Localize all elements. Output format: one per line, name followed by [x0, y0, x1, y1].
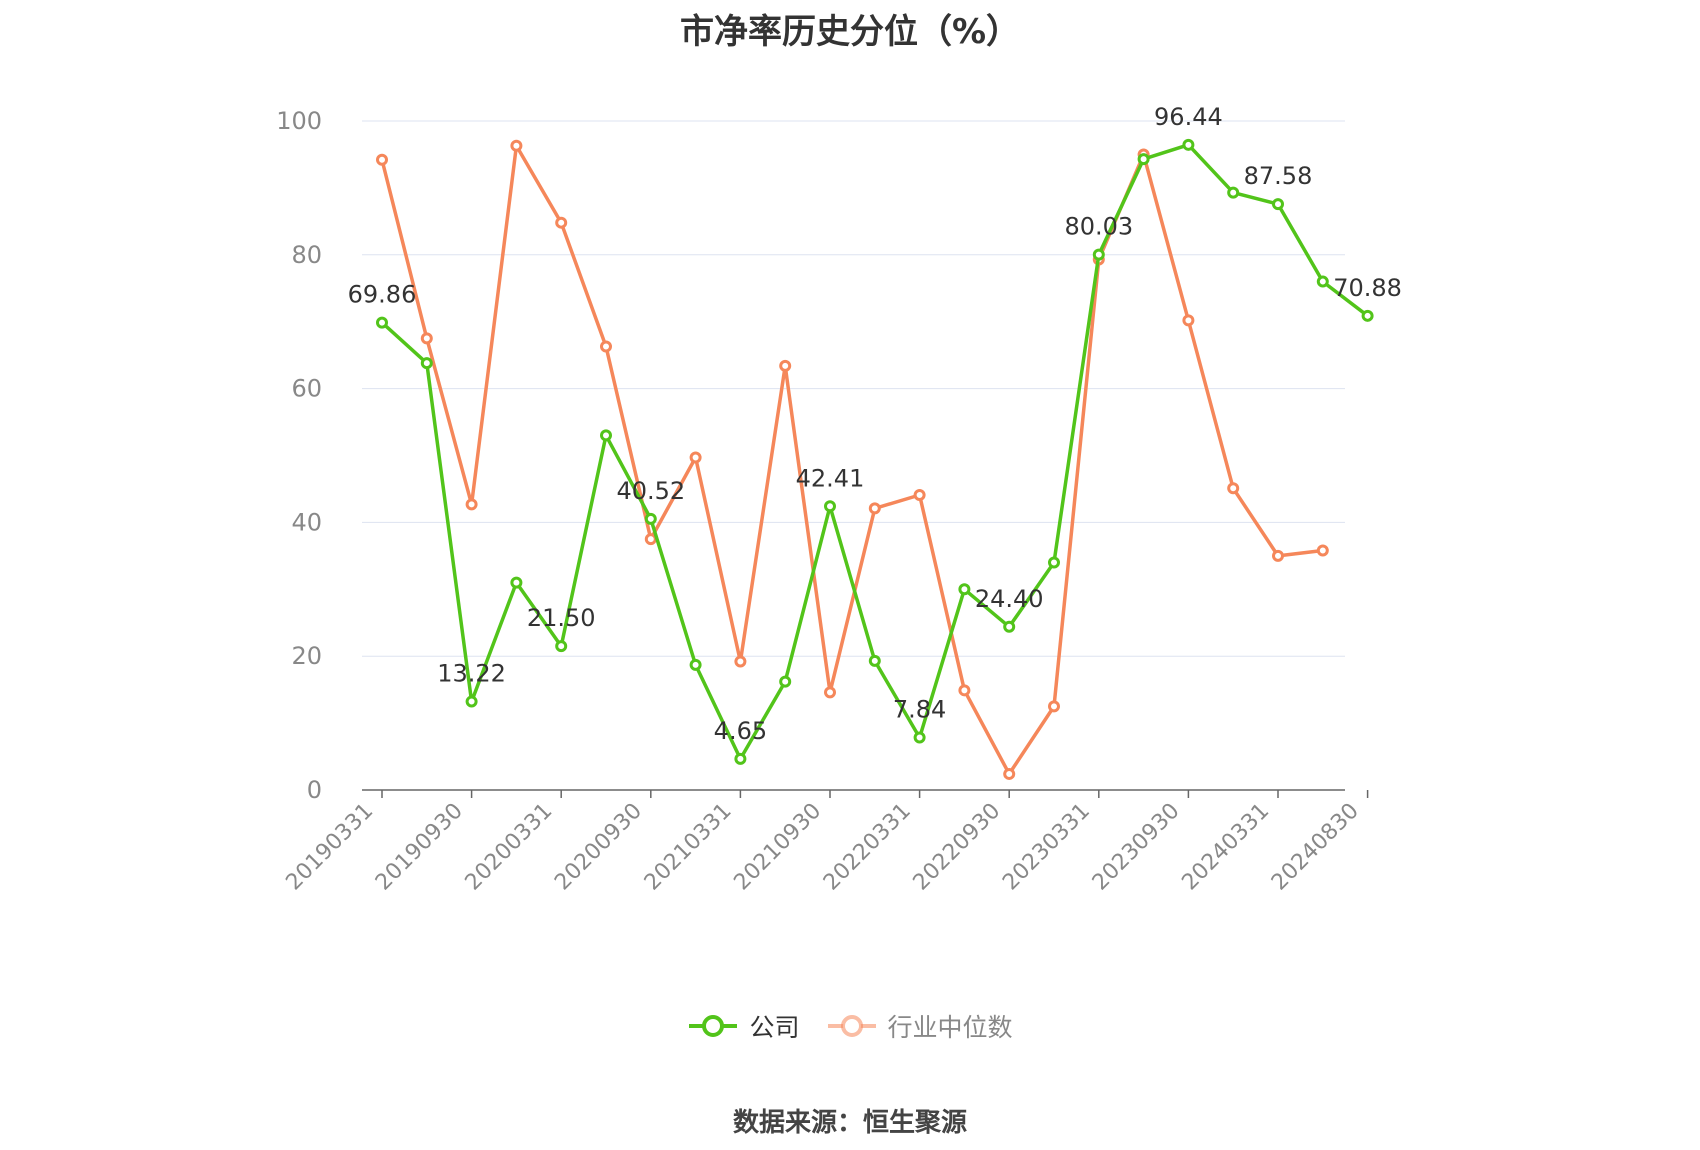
- industry-point: [1182, 314, 1195, 327]
- chart-title: 市净率历史分位（%）: [679, 12, 1021, 52]
- industry-point: [1316, 544, 1329, 557]
- industry-point: [913, 488, 926, 501]
- company-point: [1182, 138, 1195, 151]
- company-data-label: 21.50: [527, 604, 596, 632]
- series-company: [376, 138, 1374, 765]
- legend: 公司 行业中位数: [0, 1008, 1700, 1044]
- company-point: [1361, 309, 1374, 322]
- company-point: [1092, 248, 1105, 261]
- company-data-label: 96.44: [1154, 103, 1223, 131]
- industry-point: [1048, 700, 1060, 713]
- industry-point: [734, 655, 747, 668]
- x-tick-label: 20210930: [729, 799, 826, 896]
- company-data-label: 80.03: [1064, 213, 1133, 241]
- company-point: [824, 500, 836, 513]
- company-point: [1227, 186, 1240, 199]
- series-industry: [376, 139, 1329, 780]
- company-point: [555, 640, 568, 653]
- company-point: [958, 583, 971, 596]
- x-tick-label: 20240830: [1267, 799, 1364, 896]
- industry-point: [420, 332, 433, 345]
- company-point: [1316, 275, 1329, 288]
- industry-point: [555, 216, 568, 229]
- x-tick-label: 20200331: [461, 799, 558, 896]
- x-tick-label: 20240331: [1177, 799, 1274, 896]
- company-point: [734, 752, 747, 765]
- industry-point: [958, 684, 971, 697]
- x-tick-label: 20210331: [640, 799, 737, 896]
- company-point: [510, 576, 523, 589]
- company-point: [689, 658, 702, 671]
- industry-point: [644, 533, 657, 546]
- y-tick-label: 80: [291, 241, 322, 269]
- company-data-label: 24.40: [975, 585, 1044, 613]
- company-data-label: 4.65: [714, 717, 767, 745]
- company-point: [600, 429, 612, 442]
- company-data-label: 69.86: [348, 281, 417, 309]
- company-data-label: 42.41: [796, 464, 865, 492]
- company-point: [376, 316, 388, 329]
- company-point: [779, 675, 792, 688]
- company-point: [644, 512, 657, 525]
- company-data-label: 13.22: [437, 660, 506, 688]
- company-data-label: 40.52: [616, 477, 685, 505]
- legend-industry-marker: [827, 1015, 876, 1037]
- x-tick-label: 20230930: [1088, 799, 1185, 896]
- company-point: [1137, 153, 1150, 166]
- data-label-layer: 69.86 13.22 21.50 40.52 4.65 42.41 7.84 24.40 80…: [348, 103, 1402, 745]
- industry-point: [376, 153, 388, 166]
- legend-industry-label: 行业中位数: [887, 1013, 1013, 1042]
- axis-layer: 0 20 40 60 80 100 2019033120190930202003312020…: [276, 107, 1369, 896]
- company-point: [1003, 620, 1016, 633]
- x-tick-label: 20220331: [819, 799, 916, 896]
- industry-point: [868, 502, 881, 515]
- y-tick-label: 20: [291, 642, 322, 670]
- industry-point: [600, 340, 612, 353]
- company-data-label: 7.84: [893, 696, 946, 724]
- grid-layer: [362, 120, 1345, 657]
- x-tick-label: 20200930: [550, 799, 647, 896]
- company-point: [868, 654, 881, 667]
- company-point: [1048, 556, 1060, 569]
- industry-point: [689, 451, 702, 464]
- x-tick-label: 20190331: [281, 799, 378, 896]
- legend-item-industry[interactable]: 行业中位数: [826, 1008, 1013, 1044]
- chart-plot: 0 20 40 60 80 100 2019033120190930202003312020…: [276, 103, 1402, 896]
- x-tick-label: 20230331: [998, 799, 1095, 896]
- industry-point: [779, 359, 792, 372]
- company-data-label: 87.58: [1244, 162, 1313, 190]
- company-point: [913, 731, 926, 744]
- y-tick-label: 0: [307, 776, 322, 804]
- company-point: [1272, 198, 1284, 211]
- company-point: [420, 357, 433, 370]
- legend-company-circle: [702, 1015, 725, 1037]
- legend-item-company[interactable]: 公司: [687, 1008, 800, 1044]
- y-tick-label: 100: [276, 107, 322, 135]
- legend-industry-circle: [840, 1015, 863, 1037]
- company-point: [465, 695, 478, 708]
- company-data-label: 70.88: [1333, 274, 1402, 302]
- data-source: 数据来源：恒生聚源: [732, 1108, 967, 1138]
- industry-point: [1272, 549, 1284, 562]
- legend-company-marker: [689, 1015, 738, 1037]
- x-tick-label: 20190930: [371, 799, 468, 896]
- industry-point: [465, 498, 478, 511]
- industry-line: [380, 144, 1324, 776]
- series-layer: [376, 138, 1374, 780]
- x-tick-label: 20220930: [909, 799, 1006, 896]
- y-tick-label: 60: [291, 375, 322, 403]
- legend-company-label: 公司: [749, 1013, 800, 1042]
- industry-point: [1003, 767, 1016, 780]
- industry-point: [1227, 482, 1240, 495]
- industry-point: [510, 139, 523, 152]
- y-tick-label: 40: [291, 508, 322, 536]
- industry-point: [824, 686, 836, 699]
